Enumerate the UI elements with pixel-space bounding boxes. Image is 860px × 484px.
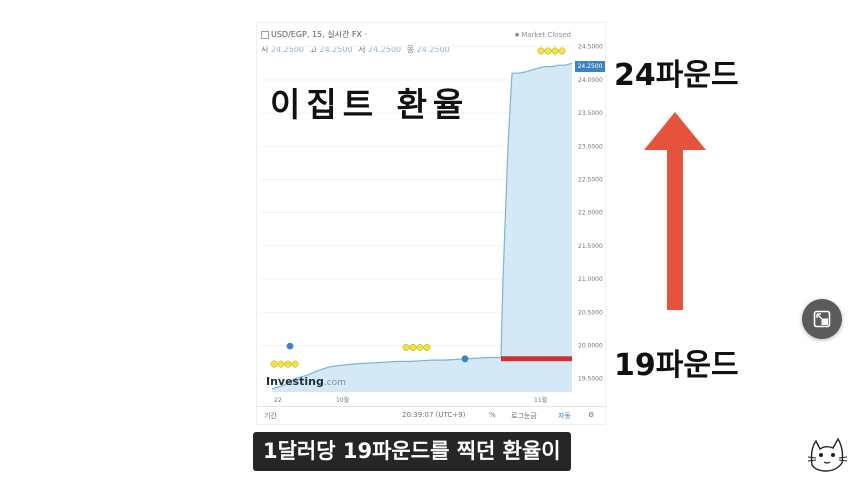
collapse-icon[interactable] xyxy=(261,31,269,39)
date-tick-label: 22 xyxy=(274,397,282,404)
event-badge xyxy=(416,344,424,351)
percent-toggle[interactable]: % xyxy=(489,411,496,419)
ohlc-high-value: 24.2500 xyxy=(319,45,353,54)
video-subtitle: 1달러당 19파운드를 찍던 환율이 xyxy=(253,432,571,471)
mini-player-button[interactable] xyxy=(802,299,842,339)
event-badge xyxy=(284,360,292,368)
event-badge xyxy=(423,344,431,351)
ohlc-row: 시 24.2500 고 24.2500 저 24.2500 종 24.2500 xyxy=(261,44,453,55)
chart-header: USD/EGP, 15, 실시간 FX · Market Closed 시 24… xyxy=(257,23,607,61)
ohlc-close-label: 종 xyxy=(406,45,415,54)
ohlc-high-label: 고 xyxy=(309,45,317,54)
investing-logo: Investing.com xyxy=(266,375,346,388)
price-tick-label: 23.5000 xyxy=(578,110,603,117)
event-badge xyxy=(537,47,545,55)
series-line xyxy=(271,62,573,390)
event-marker xyxy=(461,355,469,363)
symbol-title: USD/EGP, 15, 실시간 FX · xyxy=(271,30,368,39)
price-tick-label: 20.5000 xyxy=(578,309,603,316)
ohlc-open-value: 24.2500 xyxy=(270,45,305,54)
event-badge xyxy=(409,344,417,351)
chart-footer: 기간 20:39:07 (UTC+9) % 로그눈금 자동 ⚙ xyxy=(256,406,606,425)
price-tick-label: 22.5000 xyxy=(578,176,603,183)
event-badge xyxy=(544,47,552,55)
date-tick-label: 11월 xyxy=(534,396,547,404)
clock-readout: 20:39:07 (UTC+9) xyxy=(402,411,466,419)
current-price-tag: 24.2500 xyxy=(575,61,605,72)
price-tick-label: 21.0000 xyxy=(578,276,603,283)
top-annotation: 24파운드 xyxy=(614,58,739,93)
investing-logo-suffix: .com xyxy=(323,378,346,388)
up-arrow-icon xyxy=(644,112,706,310)
period-button[interactable]: 기간 xyxy=(264,412,277,420)
ohlc-low-value: 24.2500 xyxy=(368,45,402,54)
cat-sketch-icon xyxy=(807,437,848,472)
log-scale-toggle[interactable]: 로그눈금 xyxy=(511,412,537,420)
mini-player-icon xyxy=(813,310,831,328)
auto-scale-toggle[interactable]: 자동 xyxy=(558,412,571,420)
ohlc-close-value: 24.2500 xyxy=(416,45,450,54)
price-tick-label: 19.5000 xyxy=(578,376,603,383)
overlay-title: 이집트 환율 xyxy=(270,85,470,124)
price-chart[interactable]: 24.5000 24.0000 23.5000 23.0000 22.5000 22.00… xyxy=(256,22,606,406)
investing-logo-name: Investing xyxy=(266,375,324,388)
price-tick-label: 24.0000 xyxy=(578,77,603,84)
event-badge xyxy=(402,344,410,351)
event-badge xyxy=(558,47,566,55)
event-badge xyxy=(277,360,285,368)
date-tick-label: 10월 xyxy=(336,396,349,404)
event-badge xyxy=(291,360,299,368)
price-tick-label: 21.5000 xyxy=(578,243,603,250)
bottom-annotation: 19파운드 xyxy=(614,348,739,383)
ohlc-open-label: 시 xyxy=(261,45,269,54)
event-marker xyxy=(286,342,294,350)
event-badge xyxy=(551,47,559,55)
price-tick-label: 22.0000 xyxy=(578,210,603,217)
settings-icon[interactable]: ⚙ xyxy=(588,411,595,419)
price-tick-label: 23.0000 xyxy=(578,143,603,150)
market-status: Market Closed xyxy=(515,31,571,39)
event-badge xyxy=(270,360,278,368)
price-tick-label: 20.0000 xyxy=(578,343,603,350)
ohlc-low-label: 저 xyxy=(358,45,366,54)
price-tick-label: 24.5000 xyxy=(578,44,603,51)
